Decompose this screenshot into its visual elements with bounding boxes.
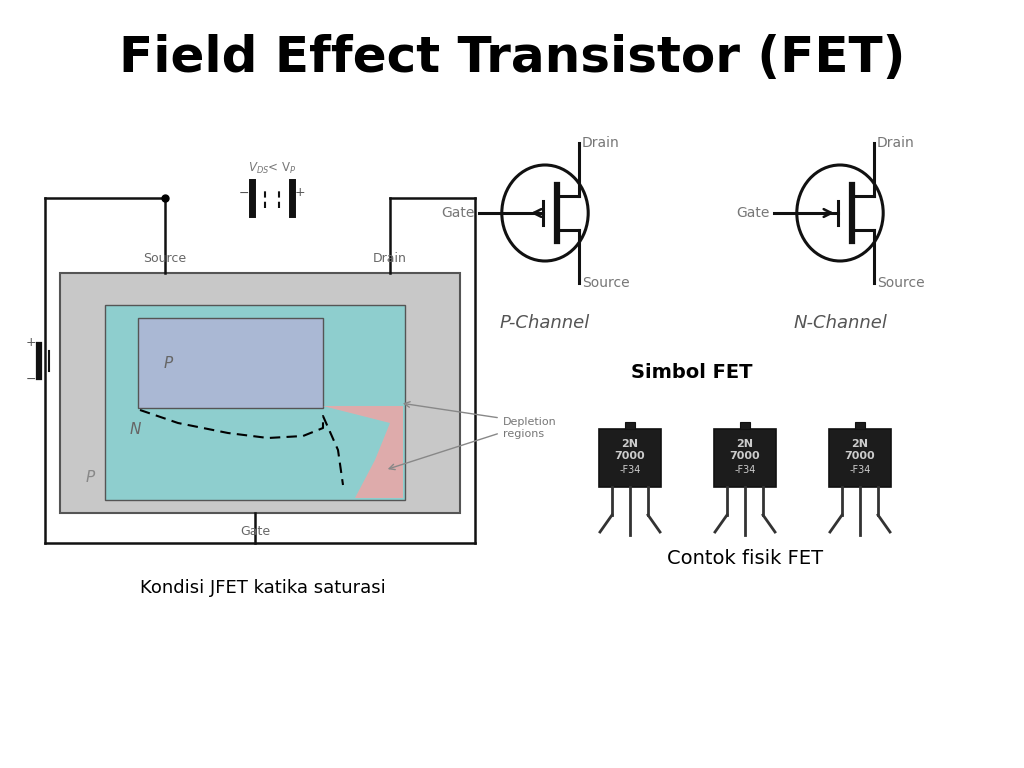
Bar [714, 429, 776, 487]
Bar [855, 422, 865, 429]
Bar [599, 429, 662, 487]
Text: $V_{DS}$< V$_P$: $V_{DS}$< V$_P$ [248, 161, 296, 176]
Bar [740, 422, 750, 429]
Text: Simbol FET: Simbol FET [631, 363, 753, 382]
Text: -F34: -F34 [734, 465, 756, 475]
Text: N-Channel: N-Channel [793, 314, 887, 332]
Text: P: P [164, 356, 173, 370]
Bar [105, 305, 406, 500]
Bar [625, 422, 635, 429]
Text: Source: Source [143, 252, 186, 265]
Text: 2N: 2N [736, 439, 754, 449]
Bar [60, 273, 460, 513]
Text: Drain: Drain [373, 252, 407, 265]
Text: N: N [129, 422, 140, 438]
Text: Gate: Gate [441, 206, 474, 220]
Text: 7000: 7000 [845, 451, 876, 461]
Polygon shape [323, 406, 403, 498]
Text: −: − [239, 187, 249, 200]
Text: Gate: Gate [240, 525, 270, 538]
Text: Source: Source [877, 276, 925, 290]
Text: Drain: Drain [877, 137, 914, 151]
Text: -F34: -F34 [620, 465, 641, 475]
Text: Contok fisik FET: Contok fisik FET [667, 548, 823, 568]
Text: Gate: Gate [736, 206, 769, 220]
Text: 2N: 2N [852, 439, 868, 449]
Text: Depletion
regions: Depletion regions [503, 417, 557, 439]
Text: +: + [295, 187, 305, 200]
Text: Source: Source [582, 276, 630, 290]
Text: P-Channel: P-Channel [500, 314, 590, 332]
Text: 7000: 7000 [730, 451, 760, 461]
Text: -F34: -F34 [849, 465, 870, 475]
Bar [138, 318, 323, 408]
Text: Kondisi JFET katika saturasi: Kondisi JFET katika saturasi [140, 579, 386, 597]
Text: 2N: 2N [622, 439, 639, 449]
Text: 7000: 7000 [614, 451, 645, 461]
Text: P: P [85, 471, 94, 485]
Text: Field Effect Transistor (FET): Field Effect Transistor (FET) [119, 34, 905, 82]
Text: −: − [26, 372, 36, 386]
Text: Drain: Drain [582, 137, 620, 151]
Text: +: + [26, 336, 36, 349]
Bar [829, 429, 891, 487]
